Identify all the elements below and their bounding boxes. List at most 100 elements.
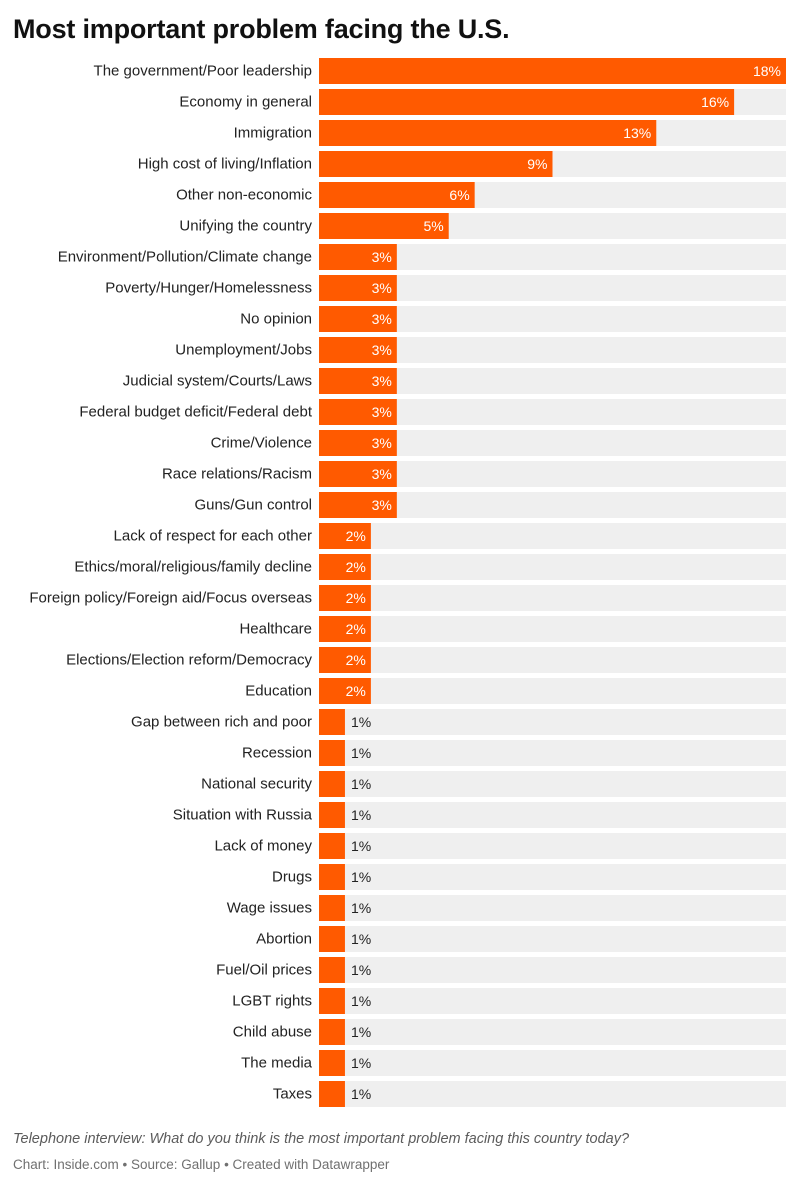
bar <box>319 1050 345 1076</box>
bar-row: Ethics/moral/religious/family decline 2% <box>74 554 786 580</box>
bar-track <box>319 988 786 1014</box>
category-label: National security <box>201 776 312 793</box>
value-label: 18% <box>753 63 781 79</box>
bar-track <box>319 647 786 673</box>
bar <box>319 647 371 673</box>
bar-row: Poverty/Hunger/Homelessness 3% <box>105 275 786 301</box>
bar-row: Drugs 1% <box>272 864 786 890</box>
bar <box>319 492 397 518</box>
bar-track <box>319 1019 786 1045</box>
chart-title: Most important problem facing the U.S. <box>13 14 510 44</box>
category-label: Abortion <box>256 931 312 948</box>
category-label: Recession <box>242 745 312 762</box>
category-label: Guns/Gun control <box>194 497 312 514</box>
bar-row: Lack of money 1% <box>214 833 786 859</box>
value-label: 2% <box>346 559 366 575</box>
value-label: 3% <box>372 466 392 482</box>
bar-row: Crime/Violence 3% <box>211 430 786 456</box>
value-label: 1% <box>351 1055 371 1071</box>
bar-row: Guns/Gun control 3% <box>194 492 786 518</box>
bar <box>319 244 397 270</box>
category-label: Judicial system/Courts/Laws <box>123 373 312 390</box>
chart-note: Telephone interview: What do you think i… <box>13 1131 630 1147</box>
bar <box>319 585 371 611</box>
bar-track <box>319 895 786 921</box>
category-label: Immigration <box>234 125 312 142</box>
value-label: 1% <box>351 993 371 1009</box>
bar-row: Taxes 1% <box>273 1081 786 1107</box>
category-label: Healthcare <box>239 621 312 638</box>
chart-source: Chart: Inside.com • Source: Gallup • Cre… <box>13 1157 390 1172</box>
category-label: Foreign policy/Foreign aid/Focus oversea… <box>29 590 312 607</box>
value-label: 3% <box>372 497 392 513</box>
bar <box>319 802 345 828</box>
bar-row: National security 1% <box>201 771 786 797</box>
bar-row: Recession 1% <box>242 740 786 766</box>
value-label: 3% <box>372 280 392 296</box>
bar <box>319 213 449 239</box>
bar <box>319 306 397 332</box>
value-label: 1% <box>351 1024 371 1040</box>
bar <box>319 864 345 890</box>
bar-row: High cost of living/Inflation 9% <box>138 151 786 177</box>
bar-row: Other non-economic 6% <box>176 182 786 208</box>
bar-row: Immigration 13% <box>234 120 786 146</box>
value-label: 2% <box>346 528 366 544</box>
category-label: The media <box>241 1055 313 1072</box>
bar-row: Foreign policy/Foreign aid/Focus oversea… <box>29 585 786 611</box>
value-label: 6% <box>449 187 469 203</box>
bar <box>319 151 553 177</box>
bar <box>319 833 345 859</box>
bar-row: Abortion 1% <box>256 926 786 952</box>
bar-row: Lack of respect for each other 2% <box>114 523 786 549</box>
bar-row: Economy in general 16% <box>179 89 786 115</box>
category-label: Drugs <box>272 869 312 886</box>
bar-track <box>319 709 786 735</box>
bar <box>319 120 657 146</box>
bar-row: Unifying the country 5% <box>179 213 786 239</box>
bar-row: Judicial system/Courts/Laws 3% <box>123 368 786 394</box>
bar-track <box>319 616 786 642</box>
value-label: 2% <box>346 683 366 699</box>
bar-row: Race relations/Racism 3% <box>162 461 786 487</box>
value-label: 1% <box>351 931 371 947</box>
bar-row: Elections/Election reform/Democracy 2% <box>66 647 786 673</box>
value-label: 3% <box>372 373 392 389</box>
bar-row: The government/Poor leadership 18% <box>94 58 786 84</box>
bar <box>319 337 397 363</box>
value-label: 1% <box>351 900 371 916</box>
category-label: Lack of money <box>214 838 312 855</box>
category-label: Fuel/Oil prices <box>216 962 312 979</box>
bar-chart: The government/Poor leadership 18% Economy… <box>29 58 786 1107</box>
bar-row: The media 1% <box>241 1050 786 1076</box>
bar-track <box>319 585 786 611</box>
category-label: Other non-economic <box>176 187 312 204</box>
bar <box>319 678 371 704</box>
bar <box>319 771 345 797</box>
category-label: Situation with Russia <box>173 807 313 824</box>
category-label: Taxes <box>273 1086 312 1103</box>
bar-row: Child abuse 1% <box>233 1019 786 1045</box>
bar-track <box>319 1050 786 1076</box>
bar-track <box>319 771 786 797</box>
value-label: 2% <box>346 590 366 606</box>
category-label: Crime/Violence <box>211 435 312 452</box>
bar-row: Wage issues 1% <box>227 895 786 921</box>
bar-row: No opinion 3% <box>240 306 786 332</box>
value-label: 1% <box>351 776 371 792</box>
value-label: 13% <box>623 125 651 141</box>
bar-track <box>319 926 786 952</box>
value-label: 1% <box>351 714 371 730</box>
bar-row: Situation with Russia 1% <box>173 802 786 828</box>
value-label: 1% <box>351 807 371 823</box>
value-label: 3% <box>372 404 392 420</box>
category-label: LGBT rights <box>232 993 312 1010</box>
bar <box>319 430 397 456</box>
bar-row: Fuel/Oil prices 1% <box>216 957 786 983</box>
value-label: 3% <box>372 435 392 451</box>
bar <box>319 1081 345 1107</box>
category-label: Gap between rich and poor <box>131 714 312 731</box>
category-label: Lack of respect for each other <box>114 528 312 545</box>
bar <box>319 182 475 208</box>
category-label: Ethics/moral/religious/family decline <box>74 559 312 576</box>
